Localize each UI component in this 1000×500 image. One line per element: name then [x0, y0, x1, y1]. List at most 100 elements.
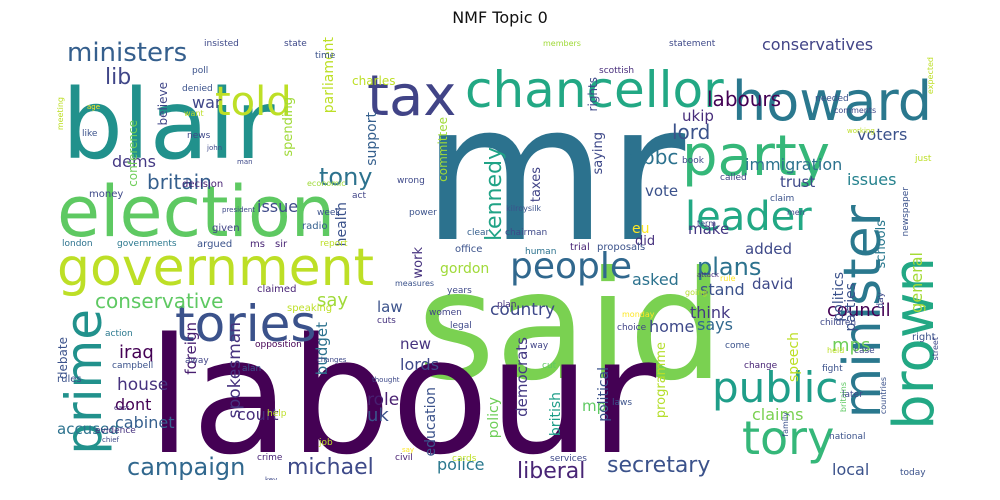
- word-party: party: [682, 124, 830, 189]
- word-given: given: [212, 223, 240, 234]
- word-ministers: ministers: [67, 38, 188, 68]
- word-needed: needed: [815, 94, 849, 104]
- word-going: going: [685, 288, 708, 297]
- word-immigration: immigration: [745, 155, 843, 174]
- word-clear: clear: [467, 228, 490, 238]
- word-lord: lord: [672, 120, 711, 144]
- word-choice: choice: [617, 323, 647, 333]
- word-chancellor: chancellor: [465, 61, 724, 119]
- word-public: public: [712, 363, 839, 412]
- word-claim: claim: [770, 194, 795, 204]
- word-democrats: democrats: [513, 337, 531, 417]
- word-conference: conference: [126, 120, 140, 187]
- word-job: job: [319, 438, 333, 448]
- word-tory: tory: [742, 411, 835, 465]
- word-kennedy: kennedy: [482, 147, 507, 241]
- word-mps: mps: [832, 335, 871, 356]
- word-working: working: [847, 127, 875, 135]
- figure-title: NMF Topic 0: [452, 8, 548, 27]
- word-legal: legal: [450, 321, 472, 331]
- word-cut: cut: [542, 361, 557, 371]
- word-tony: tony: [319, 163, 373, 191]
- word-blair: blair: [62, 69, 275, 181]
- word-role: role: [367, 390, 400, 410]
- word-cloud: mr said labour blair election government tax ch…: [57, 37, 943, 480]
- word-economic: economic: [307, 179, 346, 188]
- word-court: court: [237, 405, 279, 424]
- word-term: term: [697, 219, 716, 228]
- word-voters: voters: [857, 125, 908, 144]
- word-budget: budget: [313, 322, 331, 376]
- word-michael: michael: [287, 455, 374, 480]
- word-president: president: [222, 206, 255, 214]
- word-key: key: [265, 476, 278, 481]
- word-programme: programme: [654, 342, 669, 419]
- word-crime: crime: [257, 453, 283, 463]
- word-radio: radio: [302, 221, 328, 232]
- word-political: political: [596, 367, 612, 422]
- word-national: national: [829, 432, 866, 442]
- word-election: election: [57, 171, 336, 253]
- word-david: david: [752, 275, 794, 293]
- word-laws: laws: [612, 398, 633, 408]
- word-campbell: campbell: [112, 361, 154, 371]
- word-newspaper: newspaper: [901, 187, 911, 237]
- word-street: street: [931, 337, 940, 361]
- word-bbc: bbc: [642, 145, 679, 169]
- word-away: away: [185, 356, 209, 366]
- word-iraq: iraq: [119, 342, 154, 363]
- word-new: new: [400, 335, 432, 353]
- word-dems: dems: [112, 152, 156, 171]
- word-man: man: [237, 158, 253, 166]
- word-rights: rights: [586, 77, 600, 112]
- word-trial: trial: [570, 242, 590, 253]
- word-ukip: ukip: [682, 107, 714, 125]
- word-change: change: [744, 361, 778, 371]
- word-local: local: [832, 460, 870, 479]
- word-insisted: insisted: [204, 39, 239, 49]
- word-speaking: speaking: [287, 303, 333, 314]
- word-called: called: [720, 173, 747, 183]
- word-women: women: [429, 308, 462, 318]
- word-members: members: [543, 39, 581, 48]
- word-report: report: [320, 239, 348, 249]
- word-cards: cards: [452, 454, 477, 464]
- word-lords: lords: [400, 355, 440, 374]
- word-told: told: [215, 79, 292, 125]
- word-state: state: [284, 39, 307, 49]
- word-right: right: [912, 332, 936, 343]
- word-secretary: secretary: [607, 453, 711, 478]
- word-believe: believe: [156, 82, 170, 126]
- word-news: news: [187, 131, 211, 141]
- word-speech: speech: [786, 332, 802, 382]
- word-measures: measures: [395, 279, 435, 288]
- word-come: come: [725, 341, 750, 351]
- word-money: money: [89, 189, 124, 200]
- word-britain: britain: [147, 170, 212, 194]
- word-chief: chief: [102, 436, 120, 444]
- word-alan: alan: [242, 364, 262, 374]
- word-kilroysilk: kilroysilk: [506, 204, 542, 213]
- word-parliament: parliament: [321, 37, 337, 114]
- word-day: day: [876, 292, 886, 309]
- word-make: make: [688, 220, 730, 238]
- word-today: today: [900, 468, 926, 478]
- word-power: power: [409, 208, 437, 218]
- word-charles: charles: [352, 74, 396, 88]
- word-denied: denied: [182, 84, 213, 94]
- word-howard: howard: [732, 70, 933, 133]
- word-council: council: [827, 300, 891, 321]
- word-east: east: [114, 404, 129, 412]
- word-meeting: meeting: [57, 97, 65, 131]
- word-asked: asked: [632, 270, 679, 289]
- word-think: think: [690, 303, 731, 322]
- word-men: men: [787, 208, 805, 217]
- word-commons: commons: [621, 137, 636, 201]
- word-government: government: [57, 238, 375, 298]
- word-ms: ms: [250, 239, 265, 250]
- word-opposition: opposition: [255, 340, 302, 350]
- word-wrong: wrong: [397, 176, 425, 186]
- word-cuts: cuts: [377, 316, 396, 326]
- word-law: law: [377, 298, 403, 316]
- word-cabinet: cabinet: [115, 413, 175, 432]
